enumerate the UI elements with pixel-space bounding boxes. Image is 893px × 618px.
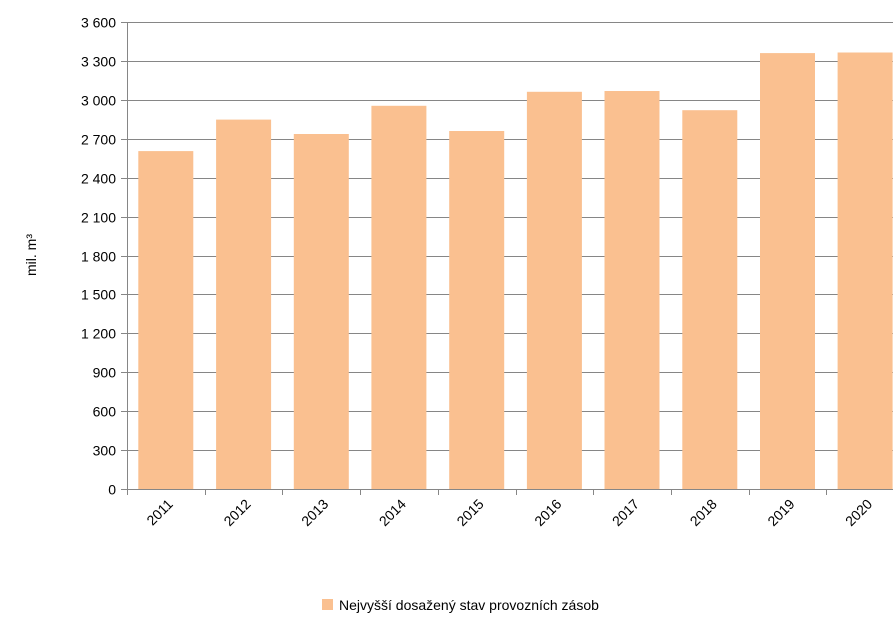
y-tick-label: 3 600 — [81, 15, 116, 31]
legend: Nejvyšší dosažený stav provozních zásob — [322, 597, 599, 613]
bar-2011 — [138, 151, 194, 489]
x-tick-label: 2013 — [298, 496, 331, 529]
y-tick-label: 1 200 — [81, 326, 116, 342]
bar-2012 — [216, 119, 272, 489]
y-tick-label: 1 500 — [81, 287, 116, 303]
bar-2013 — [293, 134, 349, 489]
y-tick-label: 300 — [93, 443, 117, 459]
x-tick-label: 2020 — [842, 496, 875, 529]
x-tick-label: 2014 — [376, 496, 409, 529]
y-axis-title: mil. m³ — [23, 234, 39, 276]
x-tick-label: 2012 — [220, 496, 253, 529]
y-tick-labels: 0 300 600 900 1 200 1 500 1 800 2 100 2 400 2 700… — [81, 15, 116, 498]
legend-swatch — [322, 599, 333, 610]
bar-2016 — [526, 91, 582, 490]
y-tick-label: 2 400 — [81, 171, 116, 187]
x-tick-labels: 2011 2012 2013 2014 2015 2016 2017 2018 2019 2020 — [143, 496, 875, 529]
bar-2019 — [760, 53, 815, 489]
legend-label: Nejvyšší dosažený stav provozních zásob — [339, 597, 599, 613]
y-tick-label: 0 — [108, 482, 116, 498]
bars — [138, 52, 893, 490]
x-tick-label: 2015 — [453, 496, 486, 529]
x-tick-label: 2017 — [609, 496, 642, 529]
x-tick-label: 2016 — [531, 496, 564, 529]
y-tick-label: 2 700 — [81, 132, 116, 148]
bar-2014 — [371, 105, 427, 490]
bar-2018 — [682, 110, 738, 489]
x-tick-label: 2018 — [687, 496, 720, 529]
axes — [121, 22, 893, 495]
y-tick-label: 2 100 — [81, 210, 116, 226]
y-tick-label: 3 000 — [81, 93, 116, 109]
y-tick-label: 900 — [93, 365, 117, 381]
y-tick-label: 3 300 — [81, 54, 116, 70]
y-tick-label: 1 800 — [81, 249, 116, 265]
bar-2017 — [604, 91, 660, 489]
bar-2015 — [449, 131, 505, 489]
bar-2020 — [837, 52, 893, 489]
y-tick-label: 600 — [93, 404, 117, 420]
x-tick-label: 2011 — [143, 496, 176, 529]
x-tick-label: 2019 — [764, 496, 797, 529]
